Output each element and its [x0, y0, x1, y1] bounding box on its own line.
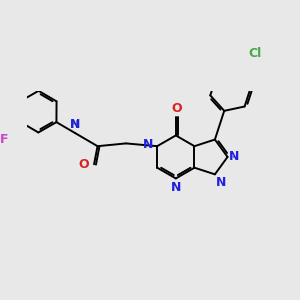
Text: N: N — [216, 176, 226, 189]
Text: N: N — [70, 118, 80, 131]
Text: N: N — [143, 138, 154, 151]
Text: H: H — [70, 119, 80, 130]
Text: Cl: Cl — [248, 46, 262, 60]
Text: F: F — [0, 133, 8, 146]
Text: N: N — [171, 181, 181, 194]
Text: O: O — [172, 102, 182, 115]
Text: N: N — [229, 150, 240, 163]
Text: O: O — [79, 158, 89, 171]
